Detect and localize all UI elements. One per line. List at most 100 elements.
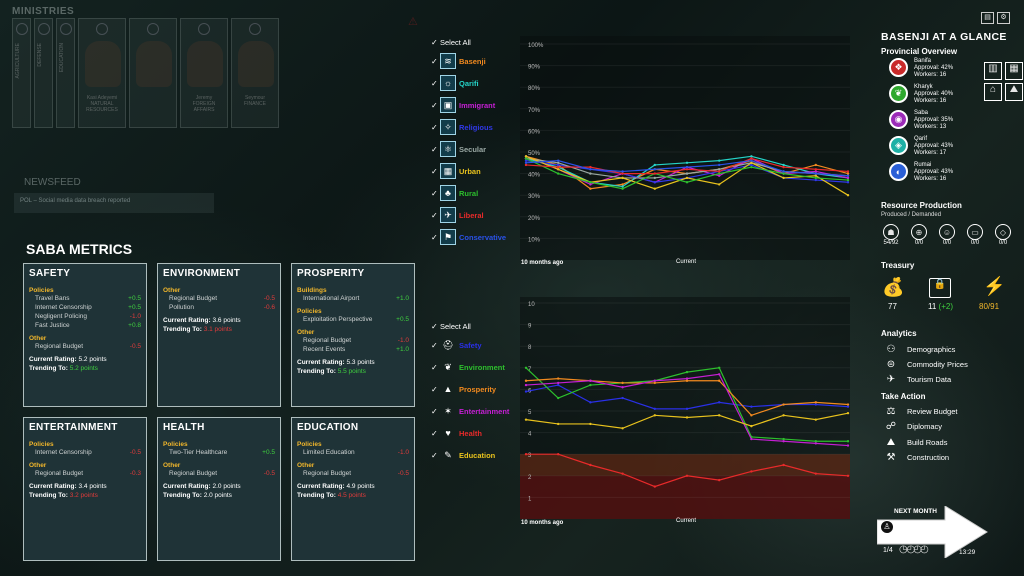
legend-item-qarifi[interactable]: ✓ ☼ Qarifi	[431, 72, 506, 94]
legend-item-liberal[interactable]: ✓ ✈ Liberal	[431, 204, 506, 226]
minister-card[interactable]: Kasi Adeyemi NATURAL RESOURCES	[78, 18, 126, 128]
approval-select-all[interactable]: ✓ Select All	[431, 38, 471, 47]
metric-factor-value: -0.5	[263, 470, 275, 477]
data-point	[524, 157, 528, 160]
settings-icon[interactable]: ⚙	[997, 12, 1010, 24]
data-point	[846, 172, 850, 175]
data-point	[718, 163, 721, 167]
data-point	[589, 401, 592, 404]
y-tick-label: 6	[528, 388, 532, 394]
trending-value: 5.5 points	[337, 368, 366, 375]
next-month-label: NEXT MONTH	[894, 508, 937, 515]
ministry-slot[interactable]: AGRICULTURE	[12, 18, 31, 128]
province-approval: Approval: 35%	[914, 117, 954, 123]
actions-item-construction[interactable]: ⚒ Construction	[883, 451, 950, 465]
legend-item-basenji[interactable]: ✓ ≋ Basenji	[431, 50, 506, 72]
metric-factor-row: Limited Education -1.0	[297, 448, 409, 457]
analytics-item-tourism-data[interactable]: ✈ Tourism Data	[883, 372, 951, 386]
legend-item-religious[interactable]: ✓ ✧ Religious	[431, 116, 506, 138]
legend-item-education[interactable]: ✓ ✎ Education	[431, 444, 509, 466]
ministry-slot[interactable]: DEFENSE	[34, 18, 53, 128]
metric-card-health[interactable]: HEALTH Policies Two-Tier Healthcare +0.5 Oth…	[157, 417, 281, 561]
metric-factor-value: -0.3	[129, 470, 141, 477]
legend-item-safety[interactable]: ✓ ⛑ Safety	[431, 334, 509, 356]
metric-select-all[interactable]: ✓ Select All	[431, 322, 471, 331]
data-point	[621, 170, 624, 173]
metric-factor-row: Internet Censorship +0.5	[29, 303, 141, 312]
list-item-label: Diplomacy	[907, 422, 943, 431]
ministry-slot[interactable]: EDUCATION	[56, 18, 75, 128]
map-view-icon[interactable]: ⌂	[984, 83, 1002, 101]
legend-item-urban[interactable]: ✓ ▦ Urban	[431, 160, 506, 182]
next-month-button[interactable]: NEXT MONTH ♙	[877, 506, 989, 558]
analytics-item-demographics[interactable]: ⚇ Demographics	[883, 342, 956, 356]
data-point	[557, 453, 560, 456]
legend-item-prosperity[interactable]: ✓ ▲ Prosperity	[431, 378, 509, 400]
data-point	[589, 181, 592, 184]
y-tick-label: 9	[528, 324, 532, 330]
resource-value: 0/0	[942, 240, 952, 246]
minister-card[interactable]	[129, 18, 177, 128]
resource-value: 0/0	[914, 240, 924, 246]
metric-card-title: PROSPERITY	[297, 268, 365, 279]
legend-label: Prosperity	[459, 384, 497, 394]
city-view-icon[interactable]: ▥	[984, 62, 1002, 80]
metric-factor-value: +0.8	[128, 322, 141, 329]
resource-item: ☺ 0/0	[937, 224, 957, 246]
resource-title: Resource Production	[881, 201, 962, 210]
data-point	[557, 168, 560, 171]
actions-item-diplomacy[interactable]: ☍ Diplomacy	[883, 420, 942, 434]
terrain-view-icon[interactable]: ⛰	[1005, 83, 1023, 101]
minister-card[interactable]: Jeremy FOREIGN AFFAIRS	[180, 18, 228, 128]
metric-card-prosperity[interactable]: PROSPERITY Buildings International Airport…	[291, 263, 415, 407]
data-point	[557, 396, 560, 400]
list-item-label: Review Budget	[907, 406, 958, 416]
cards-icon: 🔒	[929, 278, 951, 298]
province-qarif[interactable]: ◈ Qarif Approval: 43% Workers: 17	[889, 136, 953, 157]
legend-item-rural[interactable]: ✓ ♣ Rural	[431, 182, 506, 204]
metric-card-entertainment[interactable]: ENTERTAINMENT Policies Internet Censorship…	[23, 417, 147, 561]
province-saba[interactable]: ◉ Saba Approval: 35% Workers: 13	[889, 110, 953, 131]
data-point	[653, 379, 656, 382]
resource-sub: Produced / Demanded	[881, 212, 942, 218]
minister-portrait	[85, 41, 121, 87]
metric-card-safety[interactable]: SAFETY Policies Travel Bans +0.5 Internet Ce…	[23, 263, 147, 407]
metric-card-environment[interactable]: ENVIRONMENT Other Regional Budget -0.5 Pollu…	[157, 263, 281, 407]
legend-item-entertainment[interactable]: ✓ ✶ Entertainment	[431, 400, 509, 422]
turn-clock-icons: ◷ ◴◴◴	[899, 544, 929, 555]
province-info: Qarif Approval: 43% Workers: 17	[914, 136, 953, 157]
metric-section-label: Policies	[29, 287, 54, 294]
plane-icon: ✈	[886, 373, 896, 385]
province-kharyk[interactable]: ❦ Kharyk Approval: 40% Workers: 16	[889, 84, 953, 105]
legend-item-immigrant[interactable]: ✓ ▣ Immigrant	[431, 94, 506, 116]
newsfeed-item[interactable]: POL – Social media data breach reported	[14, 193, 214, 213]
metric-card-title: EDUCATION	[297, 422, 359, 433]
drop-icon: ◈	[889, 136, 908, 155]
data-point	[750, 424, 753, 428]
checkmark-icon: ✓	[431, 340, 438, 350]
trending-label: Trending To:	[297, 368, 336, 375]
actions-item-review-budget[interactable]: ⚖ Review Budget	[883, 404, 958, 418]
metric-card-education[interactable]: EDUCATION Policies Limited Education -1.0 Ot…	[291, 417, 415, 561]
data-point	[782, 437, 785, 441]
province-rumai[interactable]: ◐ Rumai Approval: 43% Workers: 16	[889, 162, 953, 183]
legend-item-health[interactable]: ✓ ♥ Health	[431, 422, 509, 444]
legend-item-environment[interactable]: ✓ ❦ Environment	[431, 356, 509, 378]
grid-view-icon[interactable]: ▦	[1005, 62, 1023, 80]
data-point	[846, 411, 850, 415]
province-banifa[interactable]: ❖ Banifa Approval: 42% Workers: 16	[889, 58, 953, 79]
book-icon[interactable]: ▤	[981, 12, 994, 24]
metric-rating: Current Rating: 5.3 points Trending To: 5…	[297, 358, 409, 376]
data-point	[814, 440, 817, 443]
legend-item-secular[interactable]: ✓ ⚛ Secular	[431, 138, 506, 160]
minister-card[interactable]: Seymour FINANCE	[231, 18, 279, 128]
data-point	[589, 463, 592, 467]
actions-item-build-roads[interactable]: ⛰ Build Roads	[883, 435, 948, 449]
analytics-item-commodity-prices[interactable]: ⊜ Commodity Prices	[883, 357, 968, 371]
data-point	[846, 174, 850, 177]
legend-item-conservative[interactable]: ✓ ⚑ Conservative	[431, 226, 506, 248]
gem-icon: ◇	[995, 224, 1011, 240]
y-tick-label: 40%	[528, 173, 541, 179]
y-tick-label: 4	[528, 432, 532, 438]
checkmark-icon: ✓	[431, 188, 438, 198]
